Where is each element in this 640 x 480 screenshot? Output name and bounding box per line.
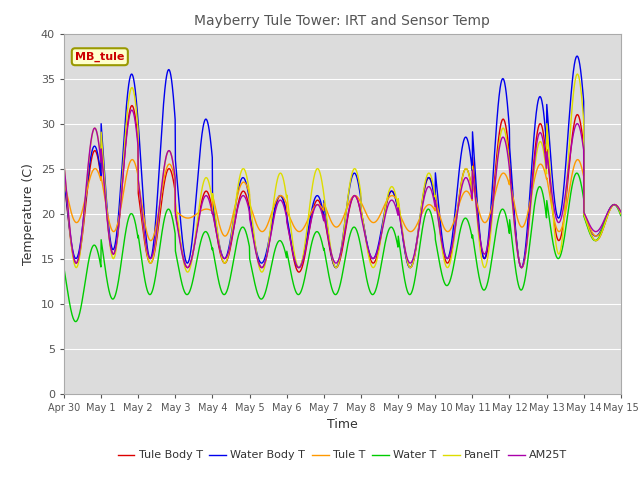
PanelT (573, 71, 581, 77)
Water Body T (504, 112, 512, 118)
Tule Body T (617, 211, 625, 217)
Water Body T (359, 216, 367, 222)
Legend: Tule Body T, Water Body T, Tule T, Water T, PanelT, AM25T: Tule Body T, Water Body T, Tule T, Water… (113, 446, 572, 465)
Tule T (216, 222, 223, 228)
Water Body T (568, 84, 575, 89)
Water T (60, 265, 68, 271)
AM25T (584, 217, 591, 223)
Line: Water T: Water T (64, 173, 621, 322)
Tule Body T (505, 144, 513, 150)
Tule T (371, 219, 379, 225)
PanelT (504, 151, 512, 156)
Water T (371, 289, 379, 295)
Tule T (60, 179, 68, 184)
PanelT (584, 222, 591, 228)
Tule T (617, 209, 625, 215)
Water Body T (60, 175, 68, 180)
AM25T (60, 161, 68, 167)
Line: AM25T: AM25T (64, 110, 621, 267)
Water T (216, 282, 223, 288)
Tule Body T (371, 259, 379, 264)
Water T (568, 184, 575, 190)
Water Body T (295, 264, 303, 270)
X-axis label: Time: Time (327, 418, 358, 431)
Tule T (584, 219, 591, 225)
Tule Body T (60, 177, 68, 182)
AM25T (371, 254, 379, 260)
AM25T (128, 107, 136, 113)
AM25T (568, 139, 576, 144)
Water T (573, 170, 580, 176)
Tule T (568, 173, 575, 179)
Line: Tule T: Tule T (64, 160, 621, 240)
Water Body T (584, 221, 591, 227)
Tule Body T (584, 222, 591, 228)
PanelT (216, 241, 223, 247)
PanelT (617, 211, 625, 217)
Tule Body T (359, 218, 367, 224)
Water T (72, 319, 79, 324)
PanelT (258, 269, 266, 275)
AM25T (184, 264, 191, 270)
PanelT (359, 216, 367, 221)
Tule T (574, 157, 582, 163)
Water T (584, 224, 591, 230)
AM25T (617, 209, 625, 215)
Water T (359, 254, 367, 260)
Title: Mayberry Tule Tower: IRT and Sensor Temp: Mayberry Tule Tower: IRT and Sensor Temp (195, 14, 490, 28)
Water Body T (371, 254, 379, 260)
Tule Body T (295, 269, 303, 275)
PanelT (568, 108, 575, 114)
Tule T (359, 203, 367, 208)
Tule T (147, 238, 155, 243)
Water T (617, 213, 625, 218)
Tule Body T (568, 135, 576, 141)
Line: PanelT: PanelT (64, 74, 621, 272)
Text: MB_tule: MB_tule (75, 51, 125, 62)
AM25T (359, 222, 367, 228)
Line: Tule Body T: Tule Body T (64, 106, 621, 272)
AM25T (505, 158, 513, 164)
Water Body T (216, 241, 223, 247)
Water Body T (573, 53, 580, 59)
PanelT (60, 161, 68, 167)
Tule T (504, 179, 512, 184)
Tule Body T (128, 103, 136, 108)
Line: Water Body T: Water Body T (64, 56, 621, 267)
AM25T (216, 246, 223, 252)
PanelT (371, 264, 379, 269)
Water Body T (617, 211, 625, 216)
Y-axis label: Temperature (C): Temperature (C) (22, 163, 35, 264)
Water T (504, 224, 512, 230)
Tule Body T (216, 247, 223, 253)
